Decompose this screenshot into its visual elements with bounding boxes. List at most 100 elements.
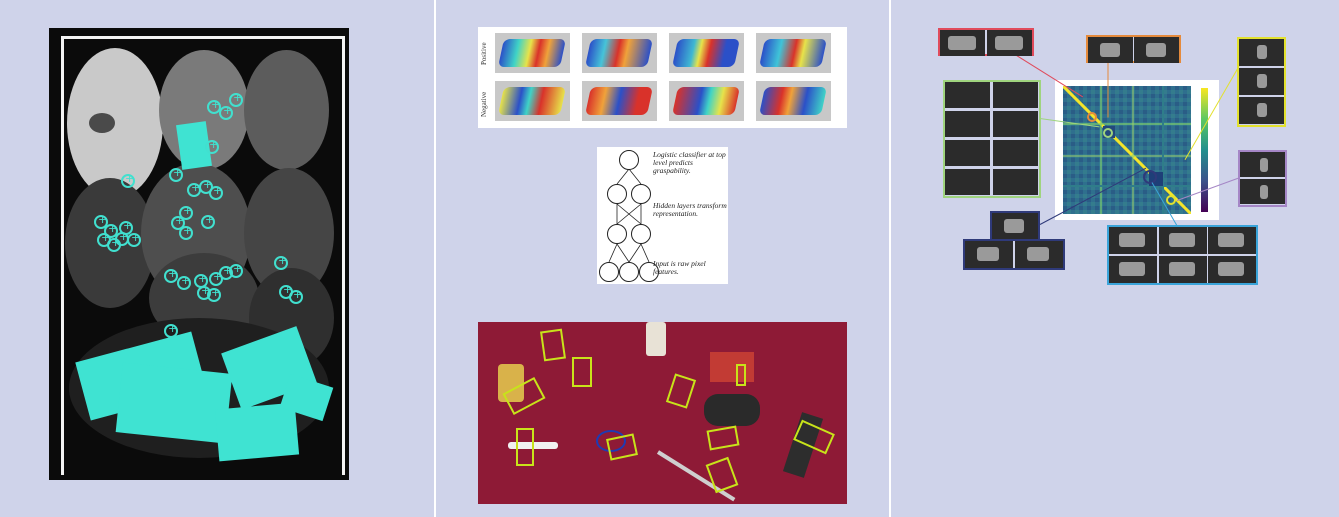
- object-thumbnail: [1240, 179, 1285, 204]
- surface-plot: [495, 81, 570, 121]
- grasp-box: [665, 373, 697, 409]
- grasp-marker: [121, 172, 135, 188]
- can-object: [498, 364, 524, 402]
- controller-object: [704, 394, 760, 426]
- grasp-box: [516, 428, 534, 466]
- grasp-marker: [201, 213, 215, 229]
- panel-divider: [889, 0, 891, 517]
- highlight-ring-green: [1103, 128, 1113, 138]
- output-node: [619, 150, 639, 170]
- bin-frame: [61, 36, 345, 475]
- object-thumbnail: [1134, 37, 1179, 63]
- surface-plot: [495, 33, 570, 73]
- object-thumbnail: [1208, 256, 1256, 283]
- panel-depth-grasps: [0, 0, 435, 517]
- cylinder-object: [89, 113, 115, 133]
- grasp-box: [706, 425, 740, 451]
- object-thumbnail: [945, 82, 990, 108]
- input-node: [619, 262, 639, 282]
- annotation-output: Logistic classifier at top level predict…: [653, 150, 726, 175]
- grasp-marker: [127, 231, 141, 247]
- object-thumbnail: [1109, 227, 1157, 254]
- cluster-green: [943, 80, 1041, 198]
- surface-plot: [756, 33, 831, 73]
- grasp-marker: [229, 91, 243, 107]
- grasp-detection-photo: [478, 322, 847, 504]
- cluster-yellow: [1237, 37, 1286, 127]
- object-thumbnail: [945, 169, 990, 195]
- surface-plot: [669, 81, 744, 121]
- object-thumbnail: [940, 30, 985, 56]
- object-thumbnail: [1159, 256, 1207, 283]
- cylinder-object: [67, 48, 163, 198]
- grasp-box: [572, 357, 592, 387]
- connector-line: [1107, 62, 1109, 118]
- annotation-hidden: Hidden layers transform representation.: [653, 201, 727, 218]
- highlight-ring-navy: [1143, 170, 1157, 184]
- network-diagram: Logistic classifier at top level predict…: [597, 147, 728, 284]
- hidden-node: [607, 224, 627, 244]
- grasp-marker: [179, 224, 193, 240]
- grasp-marker: [207, 98, 221, 114]
- grasp-marker: [171, 214, 185, 230]
- object-thumbnail: [1109, 256, 1157, 283]
- filter-surfaces-figure: Positive Negative: [478, 27, 847, 128]
- similarity-matrix: [1055, 80, 1219, 220]
- object-thumbnail: [993, 169, 1038, 195]
- object-thumbnail: [1015, 241, 1063, 268]
- grasp-marker: [94, 213, 108, 229]
- matrix-heatmap: [1063, 86, 1191, 214]
- object-thumbnail: [945, 140, 990, 166]
- grasp-patch: [214, 402, 300, 462]
- hidden-node: [631, 184, 651, 204]
- grasp-marker: [169, 166, 183, 182]
- object-thumbnail: [987, 30, 1032, 56]
- colorbar: [1201, 88, 1208, 212]
- multimeter-object: [710, 352, 754, 382]
- object-thumbnail: [992, 213, 1038, 239]
- grasp-marker: [179, 204, 193, 220]
- object-thumbnail: [1159, 227, 1207, 254]
- row-label-positive: Positive: [480, 42, 488, 65]
- grasp-marker: [207, 286, 221, 302]
- grasp-marker: [219, 104, 233, 120]
- grasp-marker: [205, 138, 219, 154]
- cluster-blue: [1107, 225, 1258, 285]
- highlight-ring-orange: [1087, 112, 1097, 122]
- grasp-marker: [164, 322, 178, 338]
- annotation-input: Input is raw pixel features.: [653, 259, 706, 276]
- input-node: [599, 262, 619, 282]
- object-thumbnail: [1088, 37, 1133, 63]
- hidden-node: [607, 184, 627, 204]
- grasp-patch: [115, 362, 233, 444]
- object-thumbnail: [993, 82, 1038, 108]
- object-thumbnail: [1239, 97, 1284, 124]
- cluster-navy: [963, 239, 1065, 270]
- grasp-marker: [115, 230, 129, 246]
- highlight-ring-yellow: [1166, 195, 1176, 205]
- surface-plot: [582, 33, 657, 73]
- surface-plot: [669, 33, 744, 73]
- surface-plot: [756, 81, 831, 121]
- object-thumbnail: [1239, 68, 1284, 95]
- cluster-orange: [1086, 35, 1181, 63]
- network-edges: [608, 168, 650, 263]
- row-label-negative: Negative: [480, 91, 488, 117]
- depth-image: [49, 28, 349, 480]
- cup-object: [646, 322, 666, 356]
- cluster-purple: [1238, 150, 1287, 207]
- object-thumbnail: [1240, 152, 1285, 177]
- input-node: [639, 262, 659, 282]
- object-thumbnail: [993, 140, 1038, 166]
- object-thumbnail: [993, 111, 1038, 137]
- cluster-red: [938, 28, 1034, 56]
- object-thumbnail: [1208, 227, 1256, 254]
- object-thumbnail: [1239, 39, 1284, 66]
- hidden-node: [631, 224, 651, 244]
- grasp-box: [540, 328, 566, 362]
- pliers-object: [596, 430, 626, 452]
- grasp-marker: [229, 262, 243, 278]
- grasp-marker: [164, 267, 178, 283]
- cylinder-object: [244, 50, 329, 170]
- surface-plot: [582, 81, 657, 121]
